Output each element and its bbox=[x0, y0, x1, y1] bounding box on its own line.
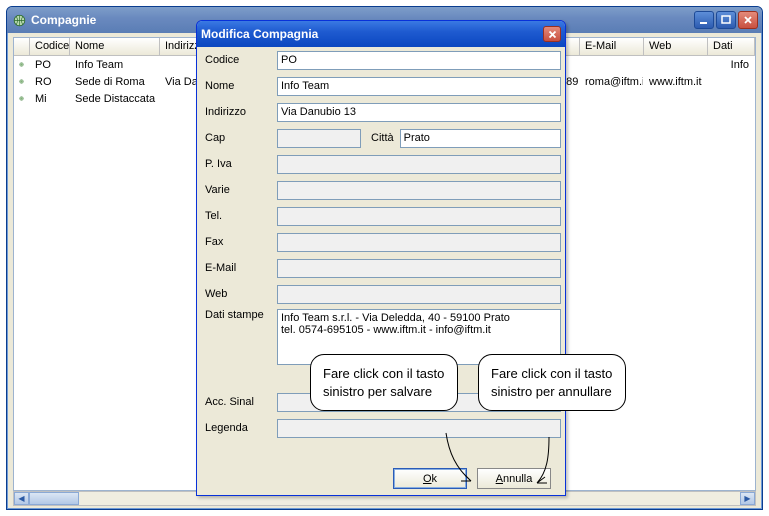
label-fax: Fax bbox=[201, 236, 277, 248]
scroll-right-button[interactable]: ▶ bbox=[740, 492, 755, 505]
globe-icon bbox=[14, 57, 30, 72]
callout-ok: Fare click con il tasto sinistro per sal… bbox=[310, 354, 458, 411]
input-web[interactable] bbox=[277, 285, 561, 304]
input-nome[interactable] bbox=[277, 77, 561, 96]
dialog-window: Modifica Compagnia Codice Nome Indirizzo… bbox=[196, 20, 566, 496]
label-legenda: Legenda bbox=[201, 422, 277, 434]
dialog-close-button[interactable] bbox=[543, 26, 561, 42]
label-email: E-Mail bbox=[201, 262, 277, 274]
close-button[interactable] bbox=[738, 11, 758, 29]
label-web: Web bbox=[201, 288, 277, 300]
input-codice[interactable] bbox=[277, 51, 561, 70]
globe-icon bbox=[14, 91, 30, 106]
label-dati-stampe: Dati stampe bbox=[201, 309, 277, 321]
label-tel: Tel. bbox=[201, 210, 277, 222]
col-web[interactable]: Web bbox=[644, 38, 708, 55]
label-varie: Varie bbox=[201, 184, 277, 196]
minimize-button[interactable] bbox=[694, 11, 714, 29]
input-legenda[interactable] bbox=[277, 419, 561, 438]
input-tel[interactable] bbox=[277, 207, 561, 226]
input-cap[interactable] bbox=[277, 129, 361, 148]
dialog-titlebar: Modifica Compagnia bbox=[197, 21, 565, 47]
globe-icon bbox=[14, 74, 30, 89]
col-codice[interactable]: Codice bbox=[30, 38, 70, 55]
col-dati[interactable]: Dati bbox=[708, 38, 755, 55]
scroll-thumb[interactable] bbox=[29, 492, 79, 505]
label-indirizzo: Indirizzo bbox=[201, 106, 277, 118]
input-indirizzo[interactable] bbox=[277, 103, 561, 122]
window-buttons bbox=[694, 11, 758, 29]
label-nome: Nome bbox=[201, 80, 277, 92]
input-citta[interactable] bbox=[400, 129, 561, 148]
main-title: Compagnie bbox=[31, 13, 96, 27]
maximize-button[interactable] bbox=[716, 11, 736, 29]
label-piva: P. Iva bbox=[201, 158, 277, 170]
col-nome[interactable]: Nome bbox=[70, 38, 160, 55]
input-piva[interactable] bbox=[277, 155, 561, 174]
col-email[interactable]: E-Mail bbox=[580, 38, 644, 55]
label-citta: Città bbox=[361, 132, 400, 144]
dialog-title: Modifica Compagnia bbox=[201, 27, 318, 41]
label-acc-sinal: Acc. Sinal bbox=[201, 396, 277, 408]
input-fax[interactable] bbox=[277, 233, 561, 252]
callout-annulla: Fare click con il tasto sinistro per ann… bbox=[478, 354, 626, 411]
label-cap: Cap bbox=[201, 132, 277, 144]
input-email[interactable] bbox=[277, 259, 561, 278]
scroll-left-button[interactable]: ◀ bbox=[14, 492, 29, 505]
input-varie[interactable] bbox=[277, 181, 561, 200]
label-codice: Codice bbox=[201, 54, 277, 66]
app-icon bbox=[11, 12, 27, 28]
